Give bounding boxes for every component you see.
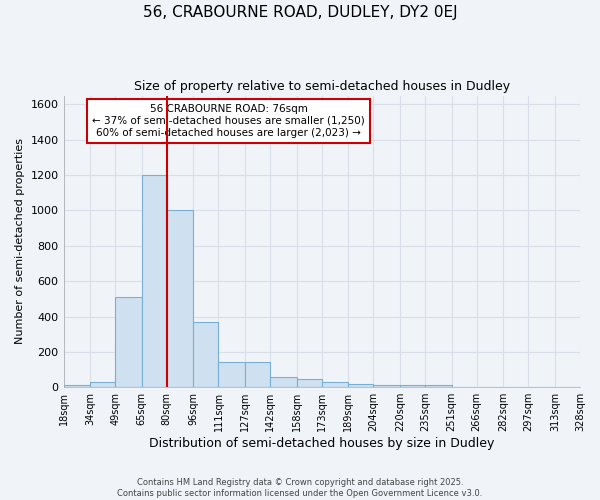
Bar <box>400 386 425 387</box>
Bar <box>167 210 193 387</box>
Title: Size of property relative to semi-detached houses in Dudley: Size of property relative to semi-detach… <box>134 80 510 93</box>
Text: 56, CRABOURNE ROAD, DUDLEY, DY2 0EJ: 56, CRABOURNE ROAD, DUDLEY, DY2 0EJ <box>143 5 457 20</box>
Bar <box>322 382 349 387</box>
Bar <box>373 384 400 387</box>
Text: 56 CRABOURNE ROAD: 76sqm
← 37% of semi-detached houses are smaller (1,250)
60% o: 56 CRABOURNE ROAD: 76sqm ← 37% of semi-d… <box>92 104 365 138</box>
Bar <box>90 382 115 387</box>
Bar <box>142 175 167 387</box>
X-axis label: Distribution of semi-detached houses by size in Dudley: Distribution of semi-detached houses by … <box>149 437 494 450</box>
Bar <box>297 380 322 387</box>
Text: Contains HM Land Registry data © Crown copyright and database right 2025.
Contai: Contains HM Land Registry data © Crown c… <box>118 478 482 498</box>
Bar <box>115 297 142 387</box>
Y-axis label: Number of semi-detached properties: Number of semi-detached properties <box>15 138 25 344</box>
Bar <box>64 386 90 387</box>
Bar <box>270 378 297 387</box>
Bar <box>218 362 245 387</box>
Bar <box>245 362 270 387</box>
Bar <box>193 322 218 387</box>
Bar <box>349 384 373 387</box>
Bar <box>425 386 452 387</box>
